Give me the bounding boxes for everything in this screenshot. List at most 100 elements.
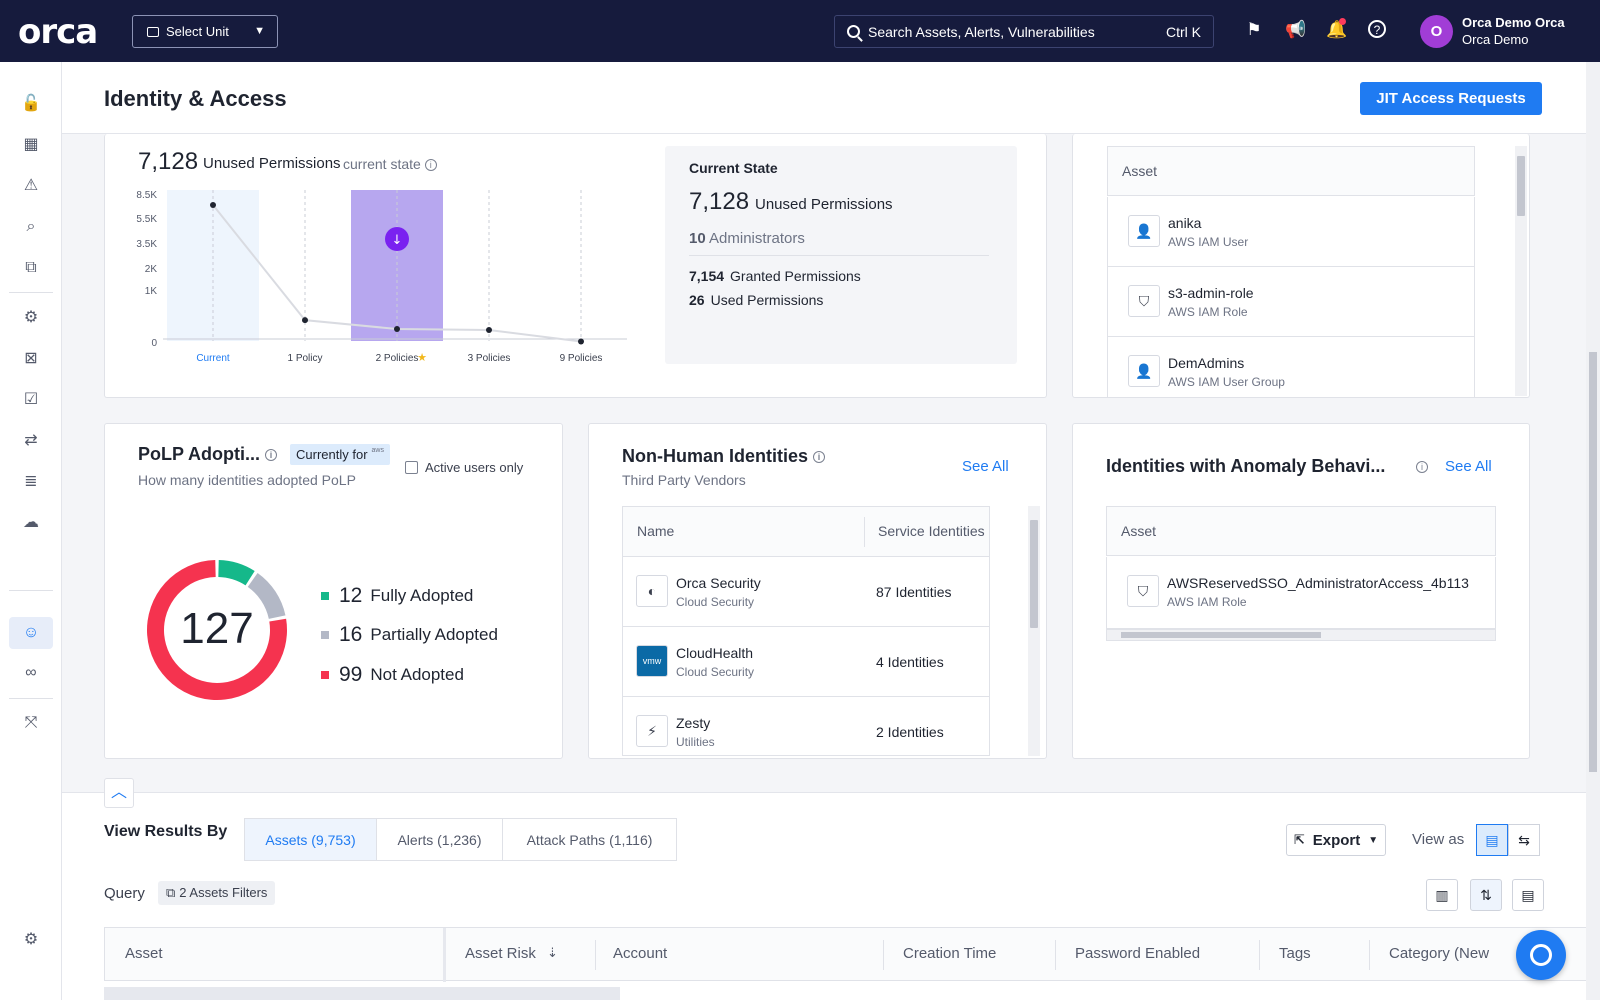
- asset-name[interactable]: anika: [1168, 215, 1202, 231]
- x-tick-label[interactable]: 1 Policy: [287, 353, 322, 364]
- lock-icon[interactable]: 🔓: [21, 95, 41, 112]
- global-search-input[interactable]: Search Assets, Alerts, Vulnerabilities C…: [834, 15, 1214, 48]
- info-icon[interactable]: i: [424, 159, 437, 172]
- asset-name[interactable]: DemAdmins: [1168, 355, 1245, 371]
- page-title: Identity & Access: [104, 86, 287, 111]
- col-asset[interactable]: Asset: [125, 945, 163, 962]
- attack-path-icon[interactable]: ⧉: [25, 259, 37, 276]
- scrollbar-thumb[interactable]: [1517, 156, 1525, 216]
- x-tick-label[interactable]: 3 Policies: [468, 353, 511, 364]
- tasks-icon[interactable]: ☑: [23, 391, 39, 408]
- x-tick-label[interactable]: 9 Policies: [560, 353, 603, 364]
- chat-support-button[interactable]: [1516, 930, 1566, 980]
- table-row[interactable]: ◐ Orca Security Cloud Security 87 Identi…: [623, 557, 989, 627]
- info-icon[interactable]: i: [1416, 461, 1428, 473]
- table-row[interactable]: vmw CloudHealth Cloud Security 4 Identit…: [623, 627, 989, 697]
- table-row[interactable]: ⛉ AWSReservedSSO_AdministratorAccess_4b1…: [1106, 557, 1496, 629]
- data-point[interactable]: [302, 317, 308, 324]
- badge-text: Currently for: [296, 447, 368, 462]
- info-icon[interactable]: i: [265, 449, 278, 462]
- scrollbar-thumb[interactable]: [1030, 520, 1038, 628]
- col-tags[interactable]: Tags: [1279, 945, 1311, 962]
- data-point[interactable]: [394, 326, 400, 332]
- details-button[interactable]: ▤: [1512, 879, 1544, 911]
- dashboard-icon[interactable]: ▦: [23, 136, 39, 153]
- data-point[interactable]: [210, 201, 216, 208]
- polp-adoption-card: PoLP Adopti... i Currently for aws How ma…: [104, 423, 563, 759]
- select-unit-dropdown[interactable]: Select Unit ▼: [132, 15, 278, 48]
- page-scrollbar[interactable]: [1586, 62, 1600, 1000]
- col-account[interactable]: Account: [613, 945, 668, 962]
- table-row[interactable]: ⛉ s3-admin-role AWS IAM Role: [1107, 267, 1475, 337]
- flag-icon[interactable]: ⚑: [1246, 20, 1262, 39]
- info-icon[interactable]: i: [813, 451, 826, 464]
- collapse-up-button[interactable]: ︿: [104, 778, 134, 808]
- cloud-icon[interactable]: ☁: [23, 514, 39, 531]
- sort-desc-icon[interactable]: ⇣: [547, 945, 558, 960]
- jit-access-requests-button[interactable]: JIT Access Requests: [1360, 82, 1542, 115]
- data-point[interactable]: [486, 327, 492, 334]
- data-point[interactable]: [578, 338, 584, 345]
- asset-column-header[interactable]: Asset: [1106, 506, 1496, 556]
- table-row[interactable]: 👤 DemAdmins AWS IAM User Group: [1107, 337, 1475, 397]
- donut-slice[interactable]: [218, 560, 255, 586]
- view-list-button[interactable]: ▤: [1476, 824, 1508, 856]
- scrollbar-thumb[interactable]: [1121, 632, 1321, 638]
- export-button[interactable]: ⇱ Export ▼: [1286, 824, 1386, 856]
- assets-filter-chip[interactable]: ⧉ 2 Assets Filters: [158, 881, 276, 905]
- col-service-identities[interactable]: Service Identities: [878, 523, 985, 539]
- active-users-label[interactable]: Active users only: [425, 460, 524, 475]
- arrow-down-icon: ↓: [392, 233, 403, 248]
- x-tick-label[interactable]: Current: [196, 353, 230, 364]
- tab-assets[interactable]: Assets (9,753): [244, 818, 377, 861]
- asset-name[interactable]: s3-admin-role: [1168, 285, 1254, 301]
- automation-icon[interactable]: ⤧: [24, 714, 38, 731]
- orca-logo[interactable]: orca: [18, 12, 98, 52]
- scrollbar-thumb[interactable]: [1589, 352, 1597, 772]
- nhi-scrollbar[interactable]: [1028, 506, 1040, 756]
- active-users-checkbox[interactable]: [405, 461, 418, 474]
- tab-attack-paths[interactable]: Attack Paths (1,116): [502, 818, 677, 861]
- table-row[interactable]: 👤 anika AWS IAM User: [1107, 197, 1475, 267]
- sort-button[interactable]: ⇅: [1470, 879, 1502, 911]
- settings-gear-icon[interactable]: ⚙: [23, 931, 39, 948]
- tab-alerts[interactable]: Alerts (1,236): [376, 818, 503, 861]
- anomaly-horizontal-scrollbar[interactable]: [1106, 629, 1496, 641]
- user-org[interactable]: Orca Demo: [1462, 32, 1529, 47]
- col-creation-time[interactable]: Creation Time: [903, 945, 997, 962]
- anomaly-see-all-link[interactable]: See All: [1445, 458, 1492, 475]
- col-category[interactable]: Category (New: [1389, 945, 1490, 962]
- identity-icon[interactable]: ☺: [22, 624, 40, 641]
- col-name[interactable]: Name: [637, 523, 675, 539]
- x-tick-label[interactable]: 2 Policies: [376, 353, 419, 364]
- col-asset-risk[interactable]: Asset Risk: [465, 945, 536, 962]
- vendor-name[interactable]: Orca Security: [676, 575, 761, 591]
- table-row[interactable]: ⚡ Zesty Utilities 2 Identities: [623, 697, 989, 755]
- vendor-name[interactable]: Zesty: [676, 715, 711, 731]
- vendor-name[interactable]: CloudHealth: [676, 645, 754, 661]
- col-password-enabled[interactable]: Password Enabled: [1075, 945, 1201, 962]
- api-icon[interactable]: ⇄: [24, 432, 38, 449]
- discovery-search-icon[interactable]: ⌕: [26, 218, 36, 235]
- alert-icon[interactable]: ⚠: [23, 177, 39, 194]
- asset-name[interactable]: AWSReservedSSO_AdministratorAccess_4b113: [1167, 575, 1469, 591]
- donut-slice[interactable]: [247, 572, 286, 619]
- help-icon[interactable]: ?: [1368, 20, 1386, 38]
- nhi-see-all-link[interactable]: See All: [962, 458, 1009, 475]
- selected-marker[interactable]: [385, 227, 409, 251]
- user-avatar[interactable]: O: [1420, 15, 1453, 48]
- database-icon[interactable]: ≣: [24, 473, 38, 490]
- anomaly-title: Identities with Anomaly Behavi...: [1106, 456, 1386, 476]
- view-graph-button[interactable]: ⇆: [1508, 824, 1540, 856]
- compliance-icon[interactable]: ⚙: [23, 309, 39, 326]
- asset-column-header[interactable]: Asset: [1107, 146, 1475, 196]
- bell-icon[interactable]: 🔔: [1326, 18, 1348, 39]
- integrations-infinity-icon[interactable]: ∞: [25, 664, 37, 681]
- announcement-icon[interactable]: 📢: [1285, 20, 1307, 39]
- assets-scrollbar[interactable]: [1515, 146, 1527, 396]
- frozen-column-divider[interactable]: [443, 928, 446, 982]
- columns-button[interactable]: ▥: [1426, 879, 1458, 911]
- vulnerability-icon[interactable]: ⊠: [24, 350, 38, 367]
- unit-icon: [147, 26, 159, 37]
- user-name[interactable]: Orca Demo Orca: [1462, 15, 1565, 30]
